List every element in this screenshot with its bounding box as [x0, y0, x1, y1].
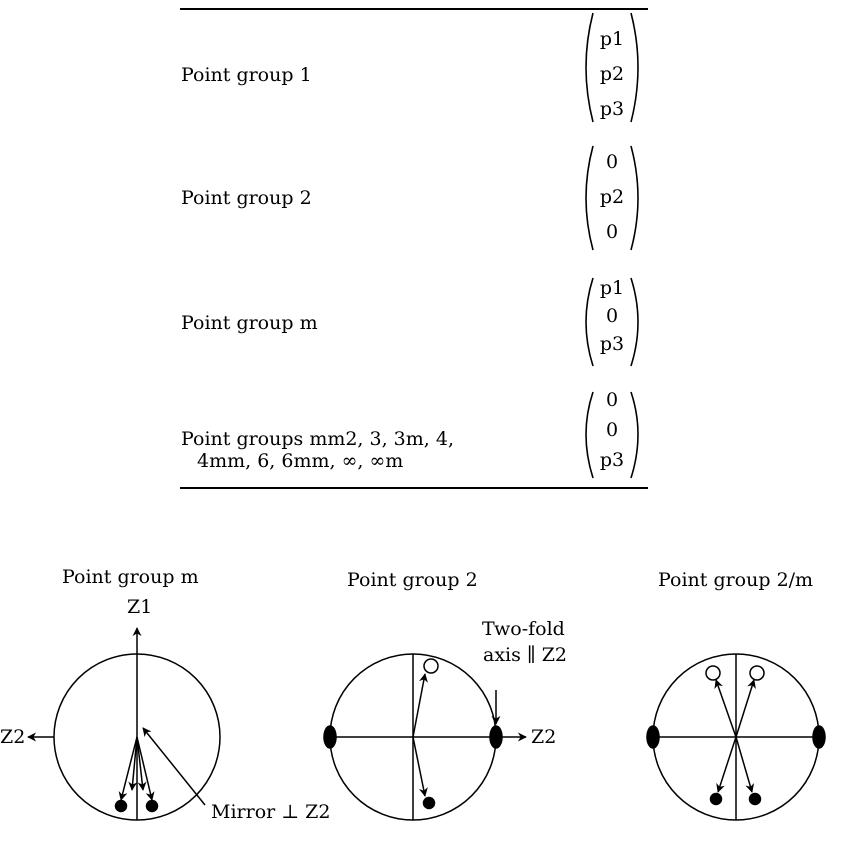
vector-3-left-paren	[585, 277, 594, 367]
polar-vector-1	[118, 736, 138, 801]
row-label-4-line2: 4mm, 6, 6mm, ∞, ∞m	[197, 450, 404, 472]
twofold-label-line1: Two-fold	[482, 618, 565, 640]
vector-1-right-paren	[630, 12, 639, 123]
figure-m	[27, 627, 221, 821]
twofold-label-line2: axis ∥ Z2	[483, 644, 568, 666]
vector-ur-2m	[735, 679, 756, 738]
pole-dot-2m-left	[709, 792, 723, 806]
vector-dr-2m	[735, 736, 755, 793]
figure-2m	[646, 653, 826, 821]
vector-1-c2: p2	[599, 63, 625, 85]
vector-2-c2: p2	[599, 186, 625, 208]
vector-3-right-paren	[630, 277, 639, 367]
table-bottom-rule	[180, 487, 648, 489]
figure-title-m: Point group m	[62, 566, 199, 588]
row-label-4: Point groups mm2, 3, 3m, 4, 4mm, 6, 6mm,…	[181, 428, 454, 472]
table-top-rule	[180, 8, 648, 10]
row-label-1: Point group 1	[181, 64, 312, 86]
row-label-3: Point group m	[181, 312, 318, 334]
vector-2-right-paren	[630, 145, 639, 251]
pole-dot-2b	[422, 796, 436, 810]
axis-label-z2-left: Z2	[0, 726, 26, 748]
pole-open-2	[423, 658, 439, 674]
mirror-pointer	[142, 727, 206, 806]
twofold-axis-left	[323, 725, 337, 749]
twofold-axis-left-2m	[646, 725, 660, 749]
vector-1: p1 p2 p3	[585, 22, 639, 127]
vector-2-c3: 0	[605, 221, 619, 243]
vector-3: p1 0 p3	[585, 274, 639, 358]
pole-dot-2	[145, 799, 159, 813]
axis-label-z1: Z1	[127, 596, 153, 618]
twofold-axis-right	[489, 725, 503, 749]
vector-ul-2m	[714, 679, 737, 738]
vector-up-2	[412, 673, 428, 738]
vector-4: 0 0 p3	[585, 385, 639, 475]
vector-4-c1: 0	[605, 389, 619, 411]
figure-title-2m: Point group 2/m	[658, 569, 814, 591]
pole-open-2m-left	[705, 665, 721, 681]
vector-2-c1: 0	[605, 151, 619, 173]
figure-2	[323, 653, 527, 821]
polar-vector-2	[136, 736, 155, 801]
vector-1-c1: p1	[599, 28, 625, 50]
vector-4-c3: p3	[599, 449, 625, 471]
vector-dl-2m	[716, 736, 737, 793]
vector-1-c3: p3	[599, 98, 625, 120]
vector-2-left-paren	[585, 145, 594, 251]
polar-vector-4	[136, 736, 147, 791]
axis-label-z2-right: Z2	[531, 726, 557, 748]
vector-4-c2: 0	[605, 419, 619, 441]
pole-dot-1	[114, 799, 128, 813]
vector-3-c2: 0	[605, 305, 619, 327]
vector-3-c3: p3	[599, 333, 625, 355]
vector-2: 0 p2 0	[585, 145, 639, 250]
vector-down-2	[412, 736, 428, 797]
pole-dot-2m-right	[748, 792, 762, 806]
figure-title-2: Point group 2	[347, 569, 478, 591]
row-label-4-line1: Point groups mm2, 3, 3m, 4,	[181, 428, 454, 450]
vector-4-right-paren	[630, 391, 639, 479]
vector-4-left-paren	[585, 391, 594, 479]
vector-3-c1: p1	[599, 277, 625, 299]
row-label-2: Point group 2	[181, 187, 312, 209]
polar-vector-3	[128, 736, 138, 791]
mirror-label: Mirror ⊥ Z2	[211, 801, 331, 823]
pole-open-2m-right	[749, 665, 765, 681]
twofold-axis-right-2m	[812, 725, 826, 749]
vector-1-left-paren	[585, 12, 594, 123]
